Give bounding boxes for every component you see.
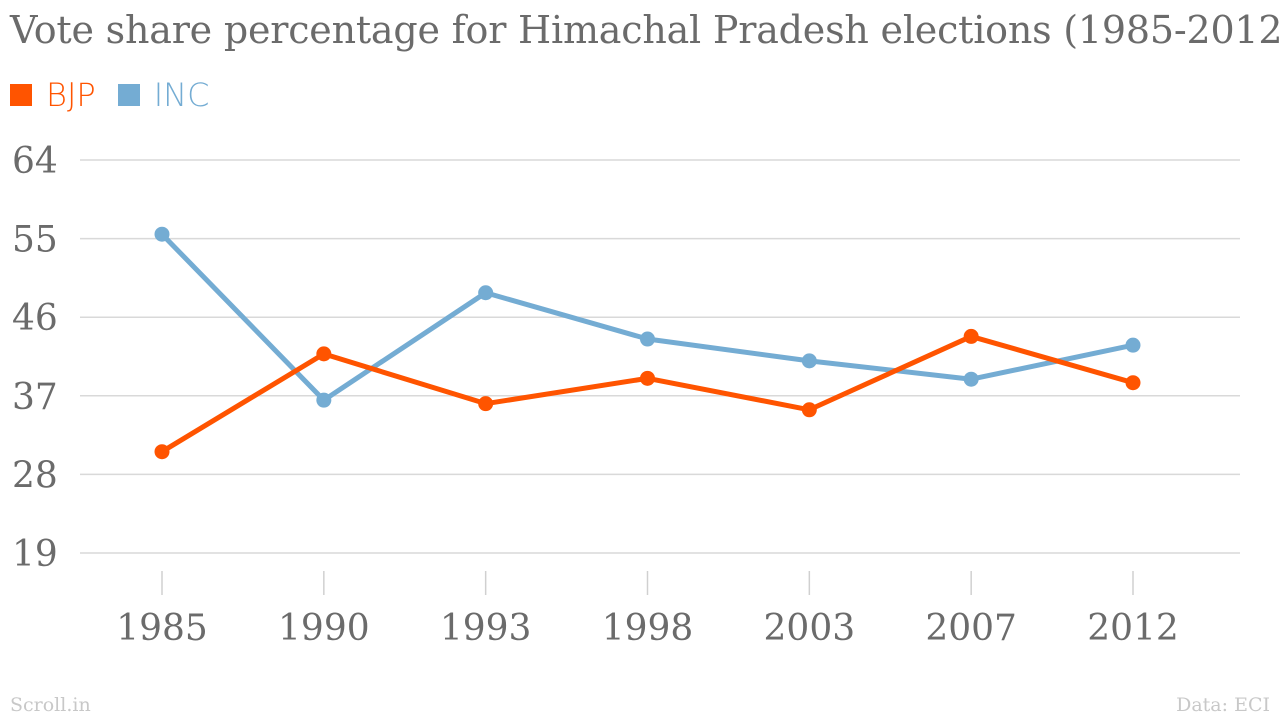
chart-title: Vote share percentage for Himachal Prade… (10, 8, 1280, 52)
y-tick-label: 55 (12, 220, 58, 261)
footer-credit: Scroll.in (10, 694, 91, 716)
data-point-bjp (801, 402, 817, 418)
legend-swatch-bjp (10, 84, 32, 106)
data-point-bjp (1125, 375, 1141, 391)
legend-label-inc: INC (153, 76, 210, 114)
y-tick-label: 64 (12, 141, 58, 182)
axis-labels: 19 28 37 46 55 64 1985 1990 1993 1998 2003 2007 2012 (12, 141, 1179, 649)
y-tick-label: 28 (12, 455, 58, 496)
data-point-inc (963, 371, 979, 387)
data-point-inc (154, 226, 170, 242)
legend-swatch-inc (117, 84, 140, 106)
data-point-inc (478, 285, 494, 301)
data-point-inc (316, 392, 332, 408)
x-tick-label: 2012 (1087, 608, 1179, 649)
x-tick-label: 2007 (925, 608, 1017, 649)
data-point-bjp (478, 396, 494, 412)
x-tick-label: 1998 (602, 608, 694, 649)
grid (80, 159, 1240, 595)
legend: BJP INC (10, 76, 231, 114)
y-tick-label: 46 (12, 298, 58, 339)
series-lines (154, 226, 1141, 460)
data-point-inc (640, 331, 655, 347)
legend-item-bjp: BJP (10, 76, 96, 114)
series-line-bjp (159, 333, 1136, 455)
data-point-bjp (316, 346, 332, 362)
x-tick-label: 1990 (278, 608, 370, 649)
data-point-bjp (640, 370, 655, 386)
footer-source: Data: ECI (1176, 694, 1270, 716)
x-tick-label: 1993 (440, 608, 532, 649)
legend-label-bjp: BJP (46, 76, 96, 114)
x-tick-label: 1985 (116, 608, 208, 649)
legend-item-inc: INC (117, 76, 210, 114)
y-tick-label: 19 (12, 534, 58, 575)
x-tick-label: 2003 (764, 608, 856, 649)
data-point-bjp (154, 444, 170, 460)
data-point-inc (1125, 337, 1141, 353)
data-point-inc (801, 353, 817, 369)
data-point-bjp (963, 328, 979, 344)
y-tick-label: 37 (12, 377, 58, 418)
